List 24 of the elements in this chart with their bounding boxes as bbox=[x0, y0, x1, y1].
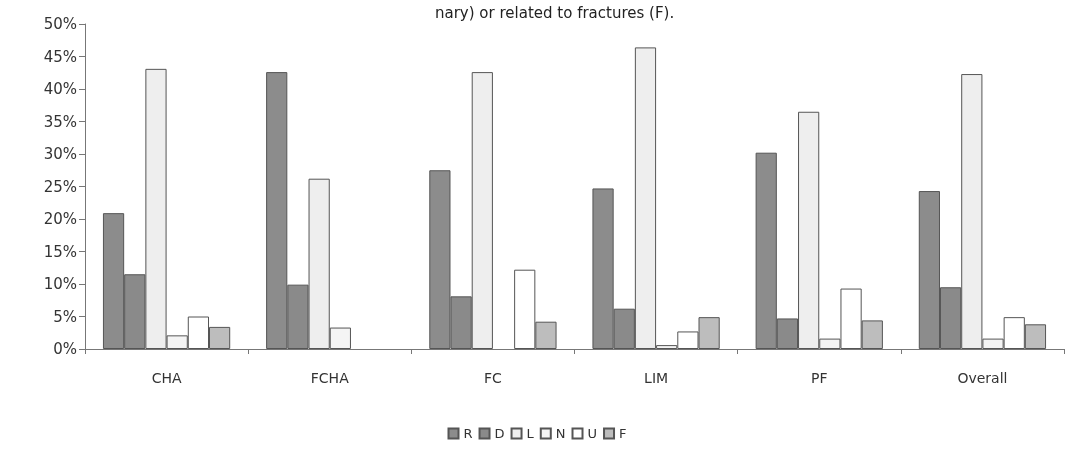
legend-label: F bbox=[619, 426, 627, 441]
x-tick-label: Overall bbox=[957, 370, 1008, 386]
y-tick-label: 35% bbox=[43, 112, 77, 131]
x-tick-label: FCHA bbox=[310, 370, 350, 386]
legend-label: R bbox=[463, 426, 473, 441]
x-tick-label: FC bbox=[484, 370, 503, 386]
y-tick-label: 45% bbox=[43, 47, 77, 66]
legend-label: N bbox=[555, 426, 566, 441]
x-tick-label: CHA bbox=[151, 370, 182, 386]
y-tick-label: 25% bbox=[43, 177, 77, 196]
y-tick-label: 15% bbox=[43, 242, 77, 261]
x-tick-label: LIM bbox=[644, 370, 669, 386]
y-tick-label: 30% bbox=[43, 145, 77, 163]
y-tick-label: 40% bbox=[43, 80, 77, 98]
y-tick-label: 0% bbox=[53, 340, 77, 358]
y-tick-label: 5% bbox=[53, 307, 77, 326]
legend-label: U bbox=[587, 426, 598, 441]
x-tick-label: PF bbox=[811, 370, 828, 386]
legend-label: D bbox=[494, 426, 505, 441]
legend-label: L bbox=[526, 426, 535, 441]
y-tick-label: 20% bbox=[43, 210, 77, 228]
y-tick-label: 10% bbox=[43, 275, 77, 293]
y-tick-label: 50% bbox=[43, 15, 77, 33]
chart-title: nary) or related to fractures (F). bbox=[435, 3, 675, 22]
